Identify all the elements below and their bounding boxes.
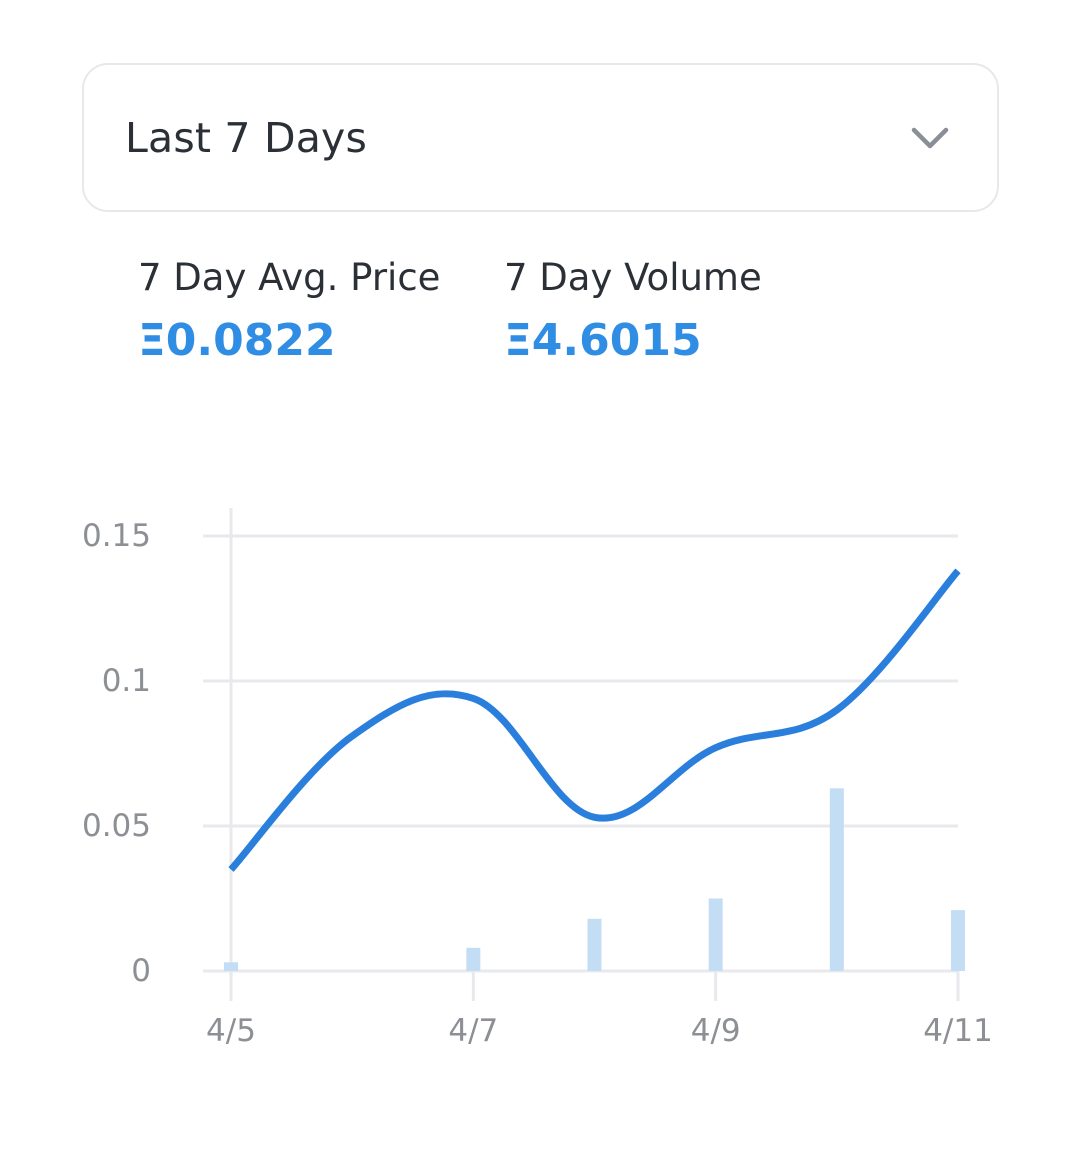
grid-lines [203, 508, 958, 1001]
price-line-layer [228, 568, 961, 872]
y-axis-ticks: 0 0.05 0.1 0.15 [82, 518, 151, 989]
volume-bar [708, 898, 723, 971]
volume-label: 7 Day Volume [504, 256, 762, 299]
volume-value: Ξ4.6015 [504, 315, 702, 366]
y-tick-label: 0.15 [82, 518, 151, 554]
y-tick-label: 0 [131, 953, 151, 989]
y-tick-label: 0.05 [82, 808, 151, 844]
x-axis-ticks: 4/5 4/7 4/9 4/11 [206, 971, 993, 1049]
chevron-down-icon [911, 127, 949, 148]
x-tick-label: 4/7 [448, 1013, 498, 1049]
volume-bar [224, 962, 238, 971]
avg-price-stat: 7 Day Avg. Price Ξ0.0822 [138, 252, 440, 372]
date-range-select[interactable]: Last 7 Days [82, 63, 999, 212]
volume-stat: 7 Day Volume Ξ4.6015 [504, 252, 762, 372]
x-tick-label: 4/11 [923, 1013, 993, 1049]
volume-bar [829, 788, 844, 971]
volume-bar [466, 947, 481, 971]
volume-bar [587, 918, 602, 971]
y-tick-label: 0.1 [102, 663, 151, 699]
price-volume-chart: 0 0.05 0.1 0.15 4/5 4/7 4/9 4/11 [82, 508, 993, 1049]
x-tick-label: 4/5 [206, 1013, 256, 1049]
avg-price-label: 7 Day Avg. Price [138, 256, 441, 299]
date-range-label: Last 7 Days [125, 113, 368, 162]
price-line [228, 568, 961, 872]
volume-bars [224, 788, 965, 971]
avg-price-value: Ξ0.0822 [138, 315, 336, 366]
x-tick-label: 4/9 [691, 1013, 741, 1049]
volume-bar [951, 910, 965, 971]
